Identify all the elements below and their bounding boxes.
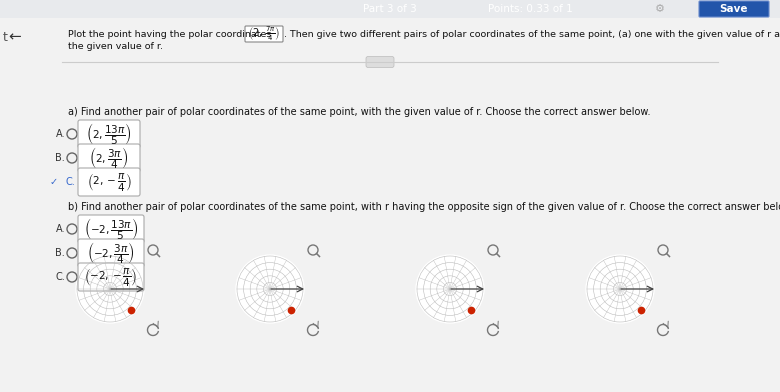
FancyBboxPatch shape — [78, 144, 140, 172]
Text: $\left(−2, −\dfrac{π}{4}\right)$: $\left(−2, −\dfrac{π}{4}\right)$ — [84, 266, 138, 288]
FancyBboxPatch shape — [78, 168, 140, 196]
FancyBboxPatch shape — [245, 26, 283, 42]
Text: $\left(−2,\dfrac{3π}{4}\right)$: $\left(−2,\dfrac{3π}{4}\right)$ — [87, 240, 135, 266]
Text: the given value of r.: the given value of r. — [68, 42, 163, 51]
FancyBboxPatch shape — [0, 18, 60, 192]
Text: $\left(2,\,\frac{7\pi}{4}\right)$: $\left(2,\,\frac{7\pi}{4}\right)$ — [248, 25, 280, 43]
FancyBboxPatch shape — [78, 215, 144, 243]
Text: Points: 0.33 of 1: Points: 0.33 of 1 — [488, 4, 573, 14]
Text: ⚙: ⚙ — [655, 4, 665, 14]
Text: $\left(2, −\dfrac{π}{4}\right)$: $\left(2, −\dfrac{π}{4}\right)$ — [87, 171, 131, 193]
Text: B.: B. — [55, 153, 65, 163]
Text: t: t — [3, 31, 8, 44]
Text: ←: ← — [9, 29, 21, 45]
Text: b) Find another pair of polar coordinates of the same point, with r having the o: b) Find another pair of polar coordinate… — [68, 202, 780, 212]
Text: B.: B. — [55, 248, 65, 258]
FancyBboxPatch shape — [78, 239, 144, 267]
Text: A.: A. — [55, 224, 65, 234]
Text: Save: Save — [720, 4, 748, 14]
Text: Plot the point having the polar coordinates: Plot the point having the polar coordina… — [68, 29, 271, 38]
Text: $\left(2,\dfrac{3π}{4}\right)$: $\left(2,\dfrac{3π}{4}\right)$ — [90, 145, 129, 171]
FancyBboxPatch shape — [0, 18, 780, 392]
Text: C.: C. — [65, 177, 75, 187]
Text: ✓: ✓ — [50, 177, 58, 187]
Text: C.: C. — [55, 272, 65, 282]
Text: . Then give two different pairs of polar coordinates of the same point, (a) one : . Then give two different pairs of polar… — [284, 29, 780, 38]
FancyBboxPatch shape — [78, 263, 144, 291]
Text: a) Find another pair of polar coordinates of the same point, with the given valu: a) Find another pair of polar coordinate… — [68, 107, 651, 117]
Text: A.: A. — [55, 129, 65, 139]
Text: $\left(−2,\dfrac{13π}{5}\right)$: $\left(−2,\dfrac{13π}{5}\right)$ — [83, 216, 138, 242]
Circle shape — [415, 254, 484, 324]
Circle shape — [76, 254, 144, 324]
Circle shape — [585, 254, 654, 324]
Text: $\left(2,\dfrac{13π}{5}\right)$: $\left(2,\dfrac{13π}{5}\right)$ — [86, 121, 132, 147]
Circle shape — [236, 254, 305, 324]
FancyBboxPatch shape — [366, 56, 394, 67]
FancyBboxPatch shape — [699, 1, 769, 17]
Text: Part 3 of 3: Part 3 of 3 — [363, 4, 417, 14]
FancyBboxPatch shape — [78, 120, 140, 148]
